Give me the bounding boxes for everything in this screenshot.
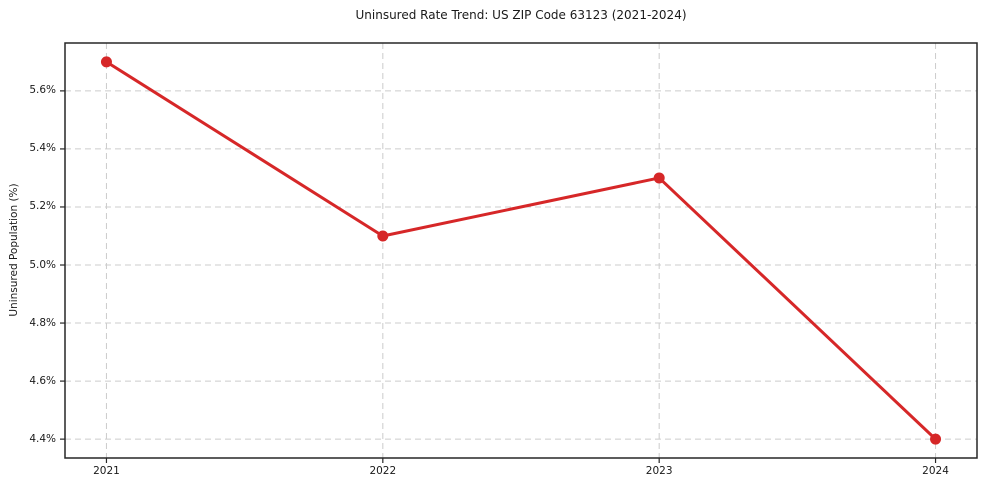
y-tick-label: 5.4% <box>29 142 56 155</box>
y-tick-label: 5.2% <box>29 200 56 213</box>
x-tick-label: 2022 <box>369 465 397 477</box>
x-tick-label: 2024 <box>922 465 949 477</box>
plot-border <box>64 42 978 459</box>
x-tick-label: 2021 <box>93 465 120 477</box>
y-tick-label: 4.8% <box>29 316 56 329</box>
x-tick-label: 2023 <box>645 465 673 477</box>
chart-title: Uninsured Rate Trend: US ZIP Code 63123 … <box>355 8 687 22</box>
data-point <box>930 433 942 445</box>
data-point <box>377 230 389 242</box>
y-tick-label: 5.0% <box>29 258 56 271</box>
y-tick-label: 4.6% <box>29 374 56 387</box>
y-tick-label: 5.6% <box>29 84 56 97</box>
data-line <box>104 60 938 441</box>
y-tick-label: 4.4% <box>29 432 56 445</box>
data-point <box>653 172 665 184</box>
data-point <box>100 56 112 68</box>
